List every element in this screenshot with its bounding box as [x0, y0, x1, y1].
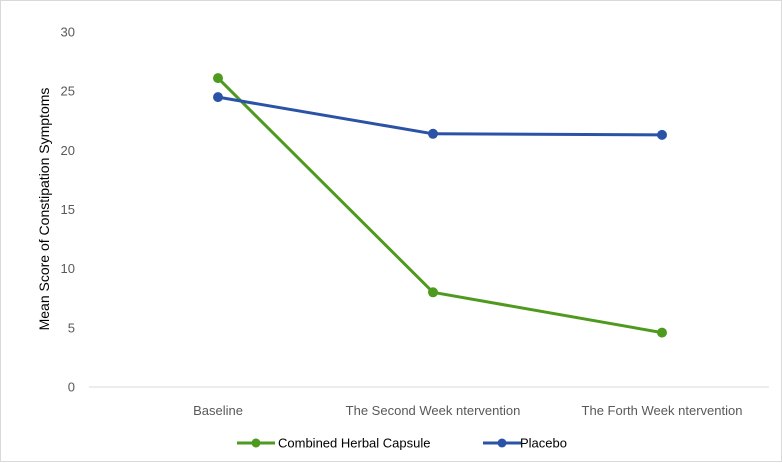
data-point: [657, 129, 667, 140]
y-tick-label: 10: [61, 261, 75, 276]
data-point: [213, 92, 223, 103]
x-tick-label: Baseline: [193, 403, 243, 418]
x-tick-label: The Forth Week ntervention: [582, 403, 743, 418]
y-tick-label: 0: [68, 380, 75, 395]
x-tick-label: The Second Week ntervention: [346, 403, 521, 418]
y-axis-ticks: 0 5 10 15 20 25 30: [61, 25, 75, 395]
x-axis-ticks: Baseline The Second Week ntervention The F…: [193, 403, 742, 418]
series-layer: [213, 73, 667, 338]
series-line-combined-herbal-capsule: [216, 76, 664, 335]
y-tick-label: 25: [61, 84, 75, 99]
data-point: [428, 287, 438, 298]
legend-label: Placebo: [520, 436, 567, 451]
data-point: [428, 128, 438, 139]
y-tick-label: 20: [61, 143, 75, 158]
y-tick-label: 5: [68, 320, 75, 335]
legend-swatch-marker: [251, 438, 261, 448]
data-point: [657, 327, 667, 338]
y-tick-label: 30: [61, 25, 75, 40]
legend-label: Combined Herbal Capsule: [278, 436, 430, 451]
y-tick-label: 15: [61, 202, 75, 217]
legend: Combined Herbal Capsule Placebo: [237, 436, 567, 451]
data-point: [213, 73, 223, 84]
series-line-placebo: [216, 95, 664, 137]
legend-swatch-marker: [497, 438, 507, 448]
y-axis-title: Mean Score of Constipation Symptoms: [36, 88, 52, 331]
